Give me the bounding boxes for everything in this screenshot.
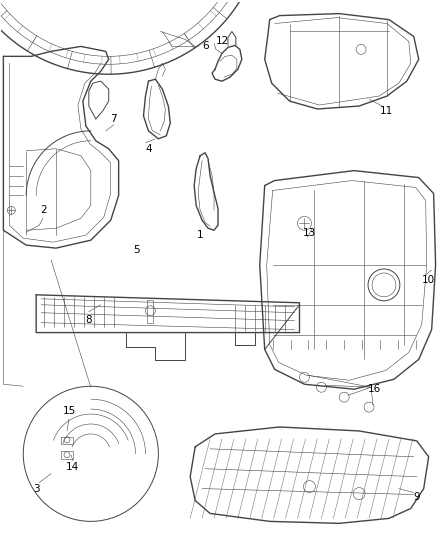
Text: 11: 11: [380, 106, 394, 116]
Text: 9: 9: [413, 491, 420, 502]
Text: 8: 8: [85, 314, 92, 325]
Text: 2: 2: [40, 205, 46, 215]
Text: 16: 16: [367, 384, 381, 394]
Text: 13: 13: [303, 228, 316, 238]
Text: 5: 5: [133, 245, 140, 255]
Text: 7: 7: [110, 114, 117, 124]
Text: 1: 1: [197, 230, 203, 240]
Text: 6: 6: [202, 42, 208, 51]
Text: 12: 12: [215, 36, 229, 46]
Text: 14: 14: [66, 462, 80, 472]
Text: 3: 3: [33, 483, 39, 494]
Text: 10: 10: [422, 275, 435, 285]
Text: 15: 15: [62, 406, 76, 416]
Text: 4: 4: [145, 144, 152, 154]
